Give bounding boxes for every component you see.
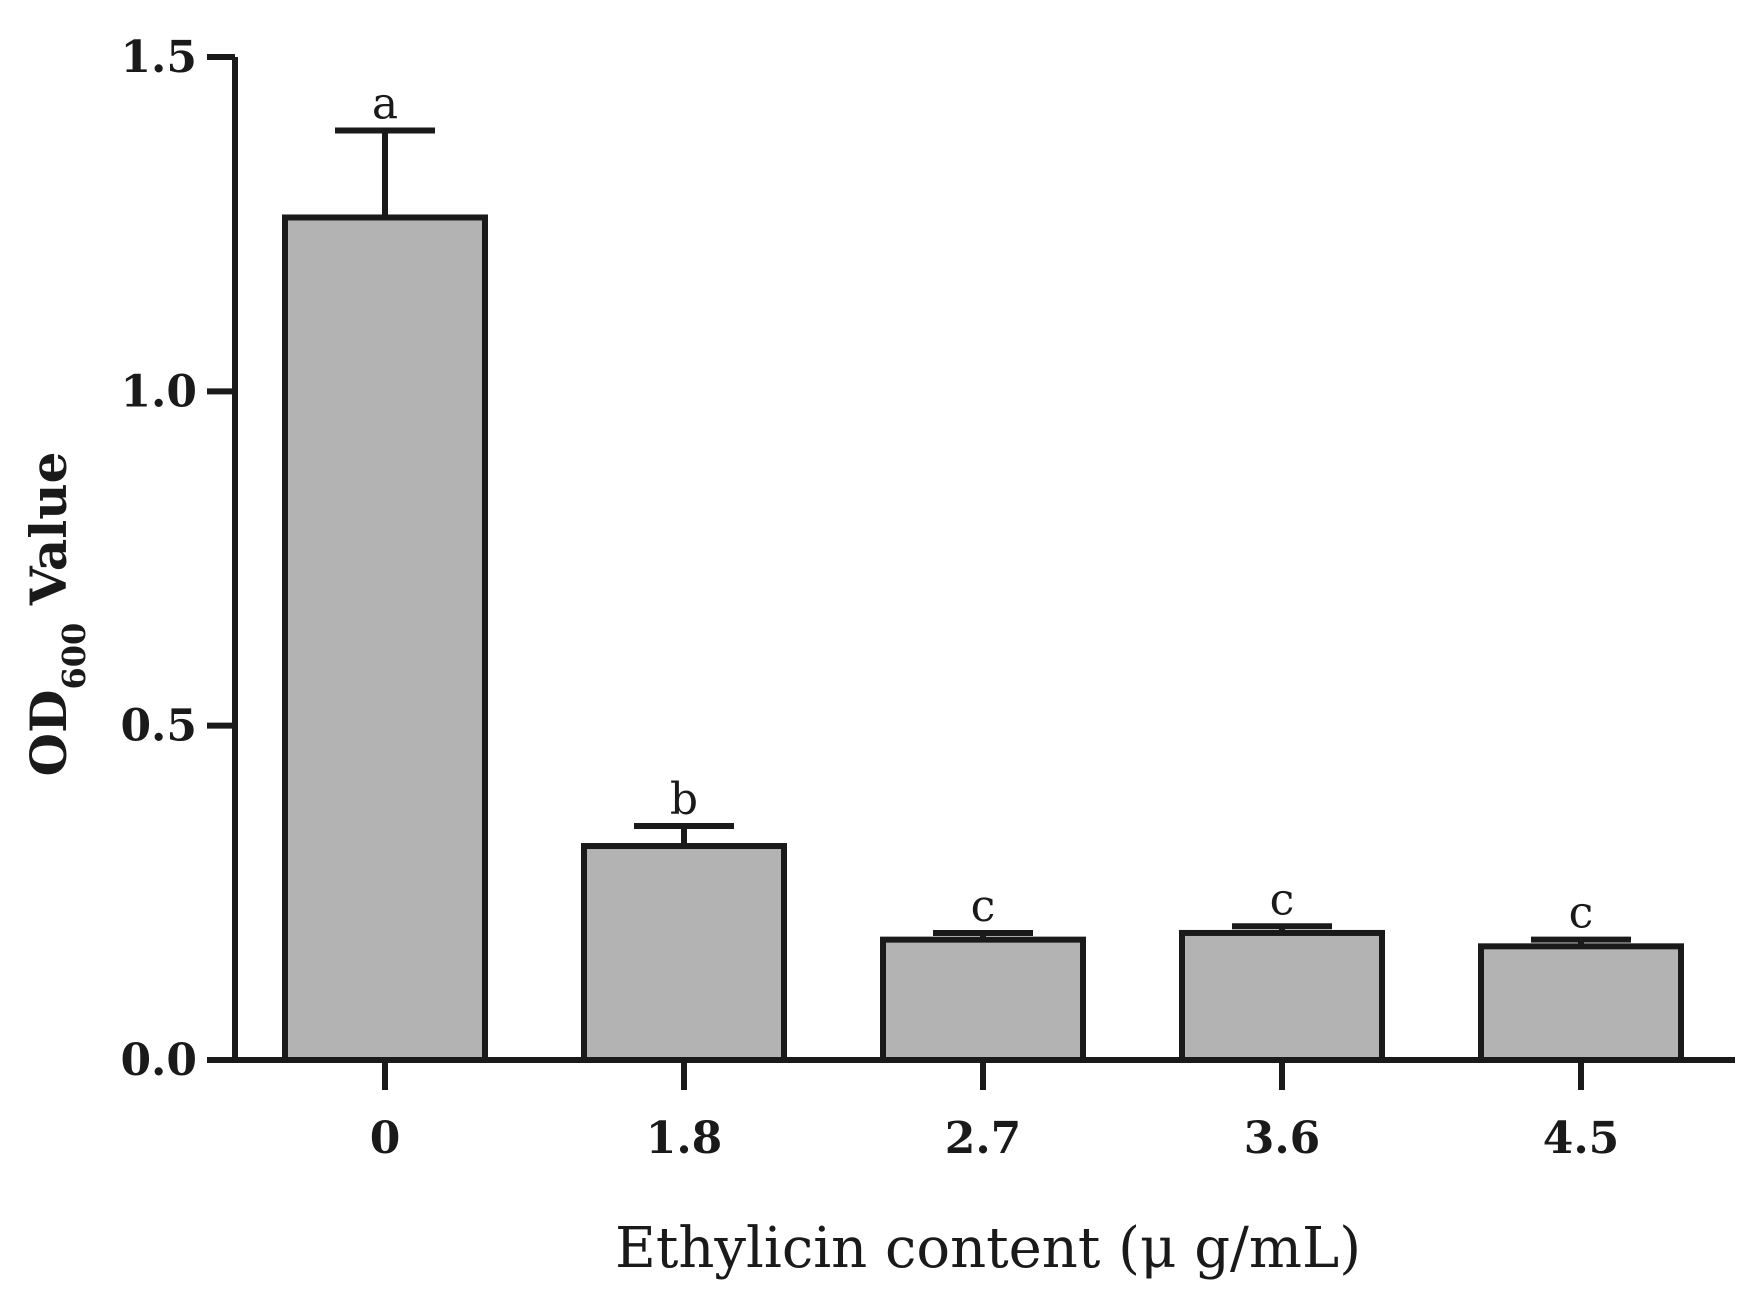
y-axis-title-subscript: 600 xyxy=(55,623,93,690)
significance-label: b xyxy=(670,774,698,825)
x-tick-label: 0 xyxy=(370,1113,401,1164)
significance-labels: a b c c c xyxy=(372,79,1593,939)
x-tick-label: 2.7 xyxy=(945,1113,1022,1164)
significance-label: a xyxy=(372,79,398,130)
x-axis-title: Ethylicin content (μ g/mL) xyxy=(615,1216,1361,1281)
error-bars-layer xyxy=(335,127,1631,947)
bar-0 xyxy=(282,214,488,1064)
y-tick-label: 1.0 xyxy=(120,366,197,417)
bar-1-8 xyxy=(581,843,787,1063)
significance-label: c xyxy=(971,881,996,932)
x-tick-label: 3.6 xyxy=(1244,1113,1321,1164)
y-axis-title-main: OD xyxy=(19,690,78,777)
significance-label: c xyxy=(1270,874,1295,925)
bar-4-5 xyxy=(1478,943,1684,1063)
y-axis-title: OD600 Value xyxy=(19,452,93,777)
y-axis-title-suffix: Value xyxy=(19,452,78,623)
x-ticks: 0 1.8 2.7 3.6 4.5 xyxy=(370,1060,1620,1164)
x-tick-label: 1.8 xyxy=(646,1113,723,1164)
y-tick-label: 0.5 xyxy=(120,701,197,752)
bar-3-6 xyxy=(1179,929,1385,1063)
y-tick-label: 0.0 xyxy=(120,1035,197,1086)
y-tick-label: 1.5 xyxy=(120,32,197,83)
significance-label: c xyxy=(1569,888,1594,939)
bar-2-7 xyxy=(880,936,1086,1064)
y-ticks: 0.0 0.5 1.0 1.5 xyxy=(120,32,235,1086)
x-tick-label: 4.5 xyxy=(1543,1113,1620,1164)
